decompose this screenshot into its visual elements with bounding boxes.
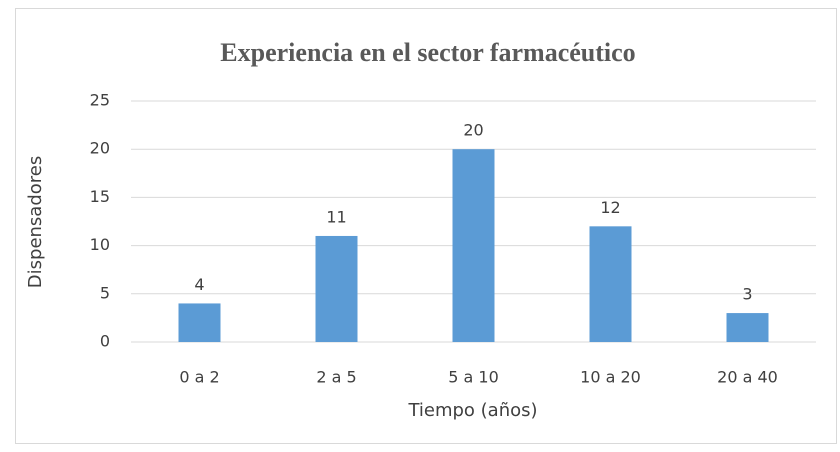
x-tick-label: 0 a 2 — [179, 368, 219, 387]
chart-title: Experiencia en el sector farmacéutico — [220, 38, 635, 67]
data-label: 3 — [742, 285, 752, 304]
x-axis-title: Tiempo (años) — [407, 400, 537, 421]
bar — [315, 235, 358, 342]
data-label: 20 — [463, 121, 483, 140]
x-tick-label: 2 a 5 — [316, 368, 356, 387]
y-tick-label: 5 — [100, 283, 110, 302]
data-label: 4 — [194, 275, 204, 294]
x-tick-label: 10 a 20 — [580, 368, 641, 387]
data-label: 11 — [326, 207, 346, 226]
x-tick-label: 20 a 40 — [717, 368, 778, 387]
bar — [726, 313, 769, 342]
y-axis-title: Dispensadores — [25, 156, 46, 288]
bar — [452, 149, 495, 342]
bar — [589, 226, 632, 342]
y-tick-label: 20 — [90, 139, 110, 158]
x-tick-label: 5 a 10 — [448, 368, 499, 387]
y-tick-label: 15 — [90, 187, 110, 206]
data-label: 12 — [600, 198, 620, 217]
bar — [178, 303, 221, 342]
y-tick-label: 25 — [90, 91, 110, 110]
chart-frame — [15, 8, 837, 444]
y-tick-label: 0 — [100, 332, 110, 351]
y-tick-label: 10 — [90, 235, 110, 254]
